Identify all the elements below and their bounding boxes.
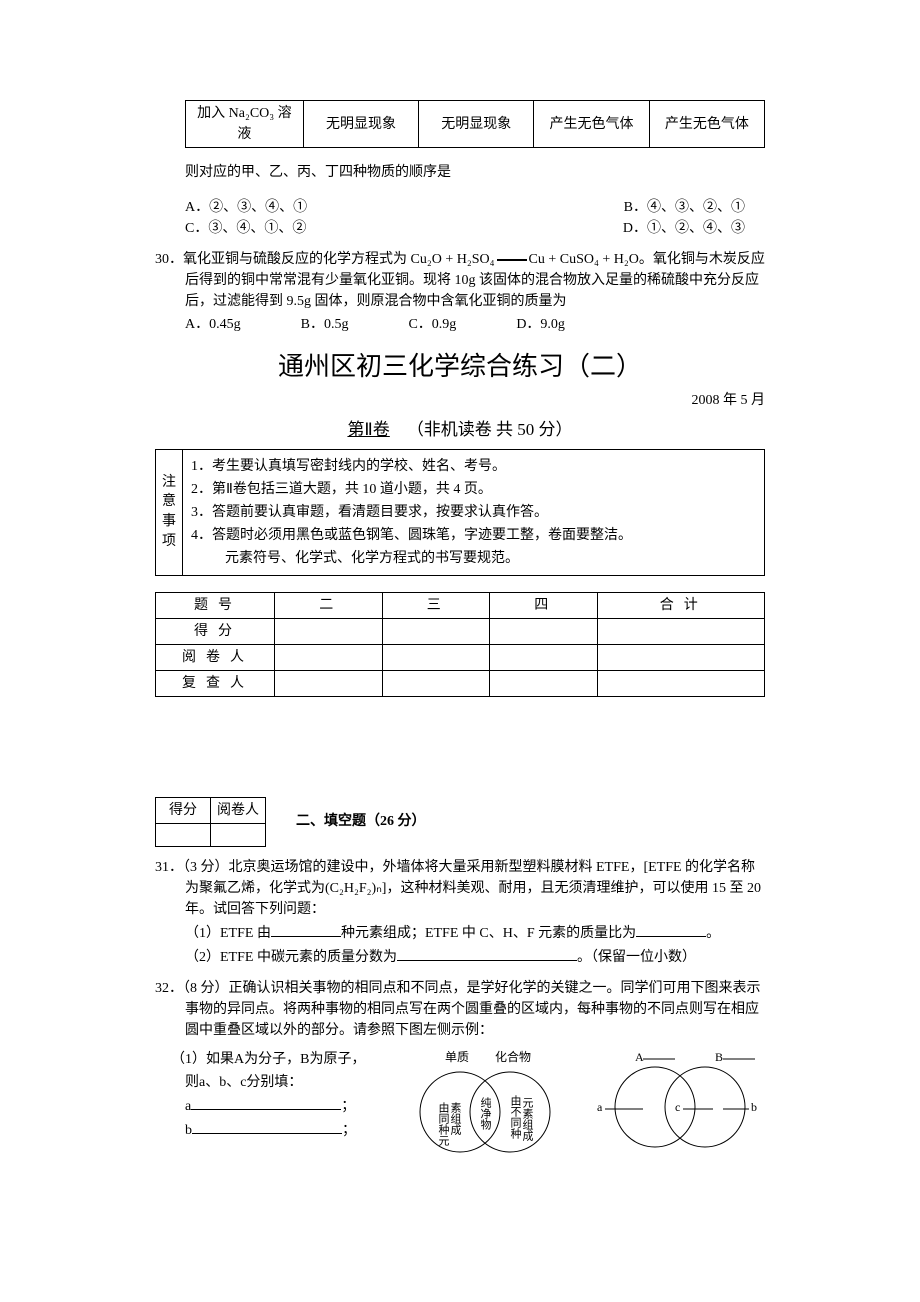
score-r0: 得分 <box>156 618 275 644</box>
q29-opt-b: B．④、③、②、① <box>465 197 745 218</box>
venn2-a: a <box>597 1100 603 1114</box>
q32-blank-a[interactable] <box>191 1095 341 1110</box>
q32-p1: （1）如果A为分子，B为原子， <box>185 1049 375 1070</box>
q31-blank-1[interactable] <box>271 922 341 937</box>
q31-blank-2[interactable] <box>636 922 706 937</box>
notice-body: 1．考生要认真填写密封线内的学校、姓名、考号。 2．第Ⅱ卷包括三道大题，共 10… <box>183 450 764 575</box>
q31: 31．（3 分）北京奥运场馆的建设中，外墙体将大量采用新型塑料膜材料 ETFE，… <box>155 857 765 968</box>
q31-p1c: 。 <box>706 926 720 941</box>
tiny-c2: 阅卷人 <box>211 797 266 823</box>
q31-pts: （3 分） <box>183 860 229 875</box>
obs-cell-0: 无明显现象 <box>303 101 418 148</box>
q29-intro: 则对应的甲、乙、丙、丁四种物质的顺序是 <box>155 162 765 183</box>
score-h1: 二 <box>275 592 383 618</box>
notice-1: 1．考生要认真填写密封线内的学校、姓名、考号。 <box>191 456 756 477</box>
exam-date: 2008 年 5 月 <box>155 390 765 411</box>
venn-left-text2: 素组成 <box>449 1101 462 1135</box>
notice-4b: 元素符号、化学式、化学方程式的书写要规范。 <box>191 548 756 569</box>
page: 加入 Na₂CO₃ 溶液 无明显现象 无明显现象 产生无色气体 产生无色气体 则… <box>0 0 920 1227</box>
q32-left-col: （1）如果A为分子，B为原子， 则a、b、c分别填： a； b； <box>155 1047 375 1167</box>
q32-num: 32． <box>155 981 183 996</box>
score-h2: 三 <box>382 592 490 618</box>
venn-right-text: 由不同种 <box>509 1093 522 1138</box>
venn2-c: c <box>675 1100 680 1114</box>
q31-p2a: （2）ETFE 中碳元素的质量分数为 <box>185 950 397 965</box>
q32-semi-2: ； <box>342 1123 356 1138</box>
q32-semi-1: ； <box>341 1099 355 1114</box>
q29-options: A．②、③、④、① C．③、④、①、② B．④、③、②、① D．①、②、④、③ <box>185 197 765 239</box>
q30-text1: 氧化亚铜与硫酸反应的化学方程式为 Cu₂O + H₂SO₄ <box>183 252 495 267</box>
venn2-b: b <box>751 1100 757 1114</box>
q31-text1: 北京奥运场馆的建设中，外墙体将大量采用新型塑料膜材料 ETFE，[ETFE 的化… <box>185 860 761 917</box>
score-h0: 题号 <box>156 592 275 618</box>
q30-num: 30． <box>155 252 183 267</box>
q32-a-line: a； <box>185 1095 375 1117</box>
tiny-blank-2[interactable] <box>211 823 266 846</box>
obs-cell-2: 产生无色气体 <box>534 101 649 148</box>
q32-pts: （8 分） <box>183 981 229 996</box>
venn-example: 单质 化合物 由同种元 素组成 纯净物 由不同种 元素组成 <box>395 1047 575 1167</box>
q30-options: A．0.45g B．0.5g C．0.9g D．9.0g <box>185 314 765 335</box>
tiny-blank-1[interactable] <box>156 823 211 846</box>
score-r2: 复查人 <box>156 670 275 696</box>
q32-text1: 正确认识相关事物的相同点和不同点，是学好化学的关键之一。同学们可用下图来表示事物… <box>185 981 761 1038</box>
subheading-b: （非机读卷 共 50 分） <box>407 420 573 439</box>
q31-p2b: 。（保留一位小数） <box>577 950 696 965</box>
q30-opt-c: C．0.9g <box>408 314 456 335</box>
score-table: 题号 二 三 四 合计 得分 阅卷人 复查人 <box>155 592 765 697</box>
notice-label: 注意事项 <box>156 450 183 575</box>
q32-row: （1）如果A为分子，B为原子， 则a、b、c分别填： a； b； 单质 化合物 … <box>155 1047 765 1167</box>
q32-p2: 则a、b、c分别填： <box>185 1072 375 1093</box>
notice-4a: 4．答题时必须用黑色或蓝色钢笔、圆珠笔，字迹要工整，卷面要整洁。 <box>191 525 756 546</box>
q31-p1: （1）ETFE 由 种元素组成；ETFE 中 C、H、F 元素的质量比为 。 <box>155 922 765 944</box>
score-r1: 阅卷人 <box>156 644 275 670</box>
venn-label-l: 单质 <box>445 1050 469 1064</box>
q31-num: 31． <box>155 860 183 875</box>
score-entry-table: 得分 阅卷人 <box>155 797 266 847</box>
venn-left-text: 由同种元 <box>437 1100 450 1145</box>
venn-blank: A B a c b <box>595 1047 765 1167</box>
q30: 30．氧化亚铜与硫酸反应的化学方程式为 Cu₂O + H₂SO₄Cu + CuS… <box>155 249 765 335</box>
q32-b-label: b <box>185 1123 192 1138</box>
q32-blank-b[interactable] <box>192 1119 342 1134</box>
exam-title: 通州区初三化学综合练习（二） <box>155 347 765 386</box>
q30-opt-b: B．0.5g <box>301 314 349 335</box>
observation-table: 加入 Na₂CO₃ 溶液 无明显现象 无明显现象 产生无色气体 产生无色气体 <box>185 100 765 148</box>
section-2-header: 得分 阅卷人 二、填空题（26 分） <box>155 697 765 847</box>
subheading-a: 第Ⅱ卷 <box>347 420 389 439</box>
score-h3: 四 <box>490 592 598 618</box>
venn2-B: B <box>715 1050 723 1064</box>
notice-2: 2．第Ⅱ卷包括三道大题，共 10 道小题，共 4 页。 <box>191 479 756 500</box>
section-2-title: 二、填空题（26 分） <box>296 811 426 832</box>
obs-row-label: 加入 Na₂CO₃ 溶液 <box>186 101 304 148</box>
venn2-A: A <box>635 1050 644 1064</box>
q32: 32．（8 分）正确认识相关事物的相同点和不同点，是学好化学的关键之一。同学们可… <box>155 978 765 1167</box>
q31-blank-3[interactable] <box>397 946 577 961</box>
tiny-c1: 得分 <box>156 797 211 823</box>
q30-opt-a: A．0.45g <box>185 314 241 335</box>
obs-cell-1: 无明显现象 <box>419 101 534 148</box>
obs-cell-3: 产生无色气体 <box>649 101 764 148</box>
q31-p1b: 种元素组成；ETFE 中 C、H、F 元素的质量比为 <box>341 926 636 941</box>
venn-mid-text: 纯净物 <box>479 1096 492 1129</box>
venn-right-text2: 元素组成 <box>521 1097 534 1142</box>
q30-opt-d: D．9.0g <box>516 314 565 335</box>
q29-opt-c: C．③、④、①、② <box>185 218 465 239</box>
q29-opt-a: A．②、③、④、① <box>185 197 465 218</box>
q31-p2: （2）ETFE 中碳元素的质量分数为 。（保留一位小数） <box>155 946 765 968</box>
q31-p1a: （1）ETFE 由 <box>185 926 271 941</box>
equation-line-icon <box>497 259 527 261</box>
venn2-circle-left <box>615 1067 695 1147</box>
notice-box: 注意事项 1．考生要认真填写密封线内的学校、姓名、考号。 2．第Ⅱ卷包括三道大题… <box>155 449 765 576</box>
subheading: 第Ⅱ卷 （非机读卷 共 50 分） <box>155 417 765 443</box>
q32-b-line: b； <box>185 1119 375 1141</box>
score-h4: 合计 <box>597 592 765 618</box>
venn-label-r: 化合物 <box>495 1049 531 1064</box>
q29-opt-d: D．①、②、④、③ <box>465 218 745 239</box>
notice-3: 3．答题前要认真审题，看清题目要求，按要求认真作答。 <box>191 502 756 523</box>
